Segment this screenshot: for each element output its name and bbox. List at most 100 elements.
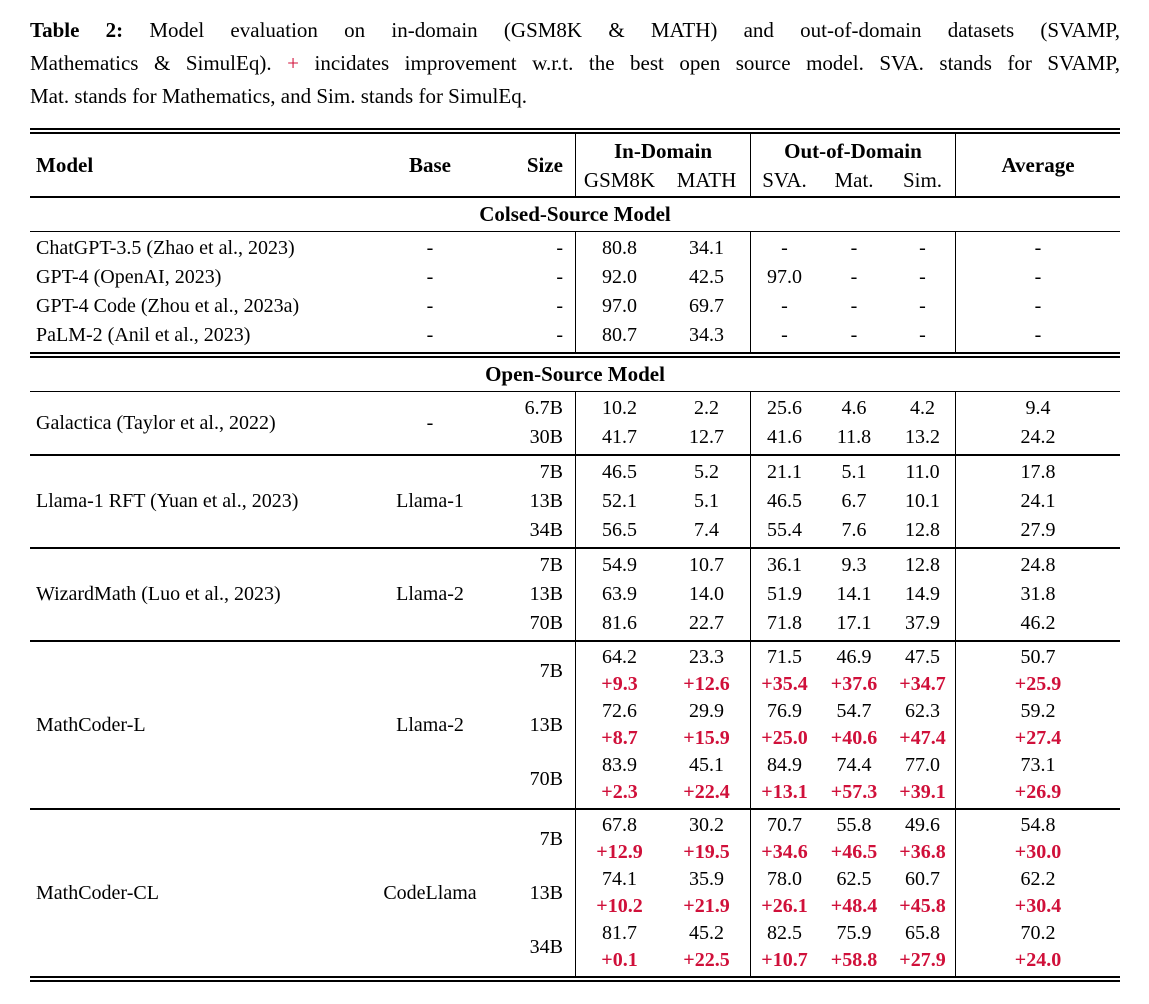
- model-name: MathCoder-CL: [36, 881, 159, 904]
- score-value: -: [1034, 237, 1042, 259]
- column-c-mat: 46.9 +37.6 54.7 +40.6 74.4 +57.3: [818, 642, 890, 808]
- score-value: 52.1: [602, 490, 637, 512]
- header-sva: SVA.: [762, 168, 807, 192]
- column-c-base: - - - -: [380, 232, 480, 352]
- score-delta: +48.4: [830, 895, 878, 917]
- score-delta: +12.6: [683, 673, 730, 695]
- table-block: ChatGPT-3.5 (Zhao et al., 2023) GPT-4 (Op…: [30, 232, 1120, 352]
- score-value: -: [850, 237, 858, 259]
- score-value: 9.4: [1025, 397, 1051, 419]
- score-value: 50.7: [1020, 646, 1056, 668]
- score-value: 97.0: [767, 266, 802, 288]
- base-name: Llama-2: [396, 583, 464, 605]
- score-value: 35.9: [689, 868, 724, 890]
- score-value: 46.5: [602, 461, 637, 483]
- base-name: CodeLlama: [383, 881, 477, 904]
- score-value: 9.3: [841, 554, 867, 576]
- column-c-avg: 24.8 31.8 46.2: [955, 549, 1120, 640]
- column-c-math: 30.2 +19.5 35.9 +21.9 45.2 +22.5: [663, 810, 750, 976]
- size-label: 7B: [539, 659, 563, 682]
- score-delta: +2.3: [601, 781, 638, 803]
- score-value: -: [1034, 266, 1042, 288]
- size-label: -: [556, 237, 563, 259]
- score-value: 80.8: [602, 237, 637, 259]
- size-label: 13B: [529, 881, 563, 904]
- header-gsm8k: GSM8K: [583, 168, 656, 192]
- table-body: Colsed-Source Model ChatGPT-3.5 (Zhao et …: [30, 196, 1120, 982]
- column-c-sim: 49.6 +36.8 60.7 +45.8 65.8 +27.9: [890, 810, 955, 976]
- score-value: 71.8: [767, 612, 802, 634]
- section-title: Open-Source Model: [485, 362, 665, 386]
- column-c-sim: 47.5 +34.7 62.3 +47.4 77.0 +39.1: [890, 642, 955, 808]
- score-value: 72.6: [602, 700, 637, 722]
- score-value: 12.8: [905, 554, 940, 576]
- rule-thick: [30, 547, 1120, 549]
- score-value: 7.6: [841, 519, 867, 541]
- size-label: 7B: [539, 827, 563, 850]
- score-value: 13.2: [905, 426, 940, 448]
- score-value: 46.5: [767, 490, 802, 512]
- model-name: MathCoder-L: [36, 713, 146, 736]
- column-c-sva: 21.1 46.5 55.4: [750, 456, 818, 547]
- base-name: Llama-2: [396, 713, 464, 736]
- column-c-sva: 36.1 51.9 71.8: [750, 549, 818, 640]
- table-block: MathCoder-L Llama-2 7B 13B 70B 64.2 +9.3 72.6 +8…: [30, 642, 1120, 808]
- score-value: 23.3: [689, 646, 724, 668]
- score-value: 55.8: [836, 814, 872, 836]
- size-label: 30B: [529, 426, 563, 448]
- score-delta: +0.1: [601, 949, 638, 971]
- rule-thick: [30, 640, 1120, 642]
- header-math: MATH: [676, 168, 737, 192]
- score-value: 22.7: [689, 612, 724, 634]
- column-c-sim: 11.0 10.1 12.8: [890, 456, 955, 547]
- size-label: 70B: [529, 612, 563, 634]
- score-delta: +21.9: [683, 895, 730, 917]
- base-name: -: [426, 324, 434, 346]
- column-c-sva: - 97.0 - -: [750, 232, 818, 352]
- caption-line-1: Table 2: Model evaluation on in-domain (…: [30, 14, 1120, 47]
- column-c-gsm: 54.9 63.9 81.6: [575, 549, 663, 640]
- header-size: Size: [526, 152, 563, 177]
- score-delta: +45.8: [899, 895, 946, 917]
- score-value: 77.0: [905, 754, 940, 776]
- score-value: 31.8: [1020, 583, 1056, 605]
- score-value: 6.7: [841, 490, 867, 512]
- score-delta: +30.4: [1014, 895, 1062, 917]
- score-delta: +22.5: [683, 949, 730, 971]
- rule-double: [30, 352, 1120, 358]
- score-value: 62.3: [905, 700, 940, 722]
- rule-double: [30, 976, 1120, 982]
- score-value: 74.1: [602, 868, 637, 890]
- size-label: 13B: [529, 490, 563, 512]
- caption-label: Table 2:: [30, 18, 124, 42]
- score-value: 14.0: [689, 583, 724, 605]
- score-value: 5.1: [694, 490, 719, 512]
- score-value: 10.7: [689, 554, 724, 576]
- header-base: Base: [409, 152, 451, 177]
- score-value: 62.2: [1020, 868, 1056, 890]
- score-delta: +34.7: [899, 673, 946, 695]
- score-value: 42.5: [689, 266, 724, 288]
- score-value: 75.9: [836, 922, 872, 944]
- score-value: 54.7: [836, 700, 872, 722]
- score-value: 4.2: [910, 397, 935, 419]
- score-value: -: [919, 295, 926, 317]
- column-c-sva: 71.5 +35.4 76.9 +25.0 84.9 +13.1: [750, 642, 818, 808]
- score-delta: +30.0: [1014, 841, 1062, 863]
- score-delta: +9.3: [601, 673, 638, 695]
- column-c-model: ChatGPT-3.5 (Zhao et al., 2023) GPT-4 (Op…: [30, 232, 380, 352]
- score-delta: +39.1: [899, 781, 946, 803]
- score-value: 36.1: [767, 554, 802, 576]
- header-model: Model: [36, 152, 94, 177]
- score-delta: +58.8: [830, 949, 878, 971]
- score-delta: +8.7: [601, 727, 638, 749]
- score-delta: +26.1: [761, 895, 808, 917]
- table-header: Model Base Size In-Domain GSM8K MATH Out…: [30, 134, 1120, 196]
- header-out-of-domain: Out-of-Domain: [784, 139, 922, 163]
- rule-thick: [30, 454, 1120, 456]
- size-label: 34B: [529, 519, 563, 541]
- score-delta: +10.7: [761, 949, 808, 971]
- header-average: Average: [955, 134, 1120, 196]
- caption-line-2: Mathematics & SimulEq). + incidates impr…: [30, 47, 1120, 80]
- score-value: 74.4: [836, 754, 872, 776]
